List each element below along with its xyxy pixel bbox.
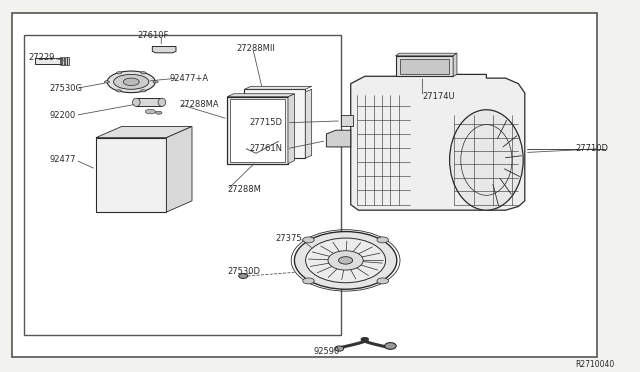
Polygon shape [453,53,457,76]
Ellipse shape [114,74,148,89]
Text: 92477+A: 92477+A [170,74,209,83]
Ellipse shape [116,90,122,92]
Ellipse shape [104,81,109,83]
Text: 92200: 92200 [49,111,76,120]
Bar [230,99,285,162]
Ellipse shape [303,237,314,243]
Bar [24,35,341,335]
Ellipse shape [328,251,364,270]
Text: 27761N: 27761N [250,144,283,153]
Polygon shape [166,126,192,212]
Ellipse shape [306,238,385,283]
Bar [96,138,166,212]
Text: 27288M: 27288M [227,185,261,194]
Bar [341,115,353,126]
Ellipse shape [377,278,388,284]
Text: 27375: 27375 [275,234,302,243]
Polygon shape [305,89,312,158]
Text: 27229: 27229 [29,53,55,62]
Polygon shape [227,94,294,97]
Bar [396,56,453,76]
Bar [227,97,288,164]
Polygon shape [288,94,294,164]
Text: 27715D: 27715D [250,118,283,127]
Ellipse shape [141,72,146,74]
Text: 27710D: 27710D [575,144,608,153]
Ellipse shape [294,231,397,289]
Ellipse shape [377,237,388,243]
Ellipse shape [116,72,122,74]
Bar [67,57,69,65]
Text: R2710040: R2710040 [575,360,614,369]
Text: 27174U: 27174U [422,92,455,101]
Ellipse shape [123,78,140,86]
Polygon shape [152,46,176,53]
Ellipse shape [141,90,146,92]
Polygon shape [244,86,312,89]
Bar [65,57,67,65]
Bar [400,59,449,74]
Bar [35,58,67,64]
Text: 27530G: 27530G [49,84,83,93]
Ellipse shape [158,98,166,106]
Text: 27288MA: 27288MA [179,100,219,109]
Polygon shape [326,130,351,147]
Text: 27610F: 27610F [138,31,169,40]
Bar [136,98,162,106]
Ellipse shape [449,110,523,210]
Bar [244,89,305,158]
Ellipse shape [303,278,314,284]
Ellipse shape [156,111,162,114]
Text: 27288MII: 27288MII [237,44,276,53]
Polygon shape [351,71,525,210]
Text: 92590: 92590 [314,347,340,356]
Bar [62,57,64,65]
Polygon shape [96,126,192,138]
Ellipse shape [339,257,353,264]
Ellipse shape [145,109,156,114]
Ellipse shape [153,81,158,83]
Ellipse shape [107,71,155,93]
Ellipse shape [335,346,344,351]
Ellipse shape [132,98,140,106]
Text: 92477: 92477 [49,155,76,164]
Text: 27530D: 27530D [227,267,260,276]
Polygon shape [396,53,457,56]
Ellipse shape [385,343,396,349]
Bar [60,57,61,65]
Ellipse shape [239,274,248,278]
